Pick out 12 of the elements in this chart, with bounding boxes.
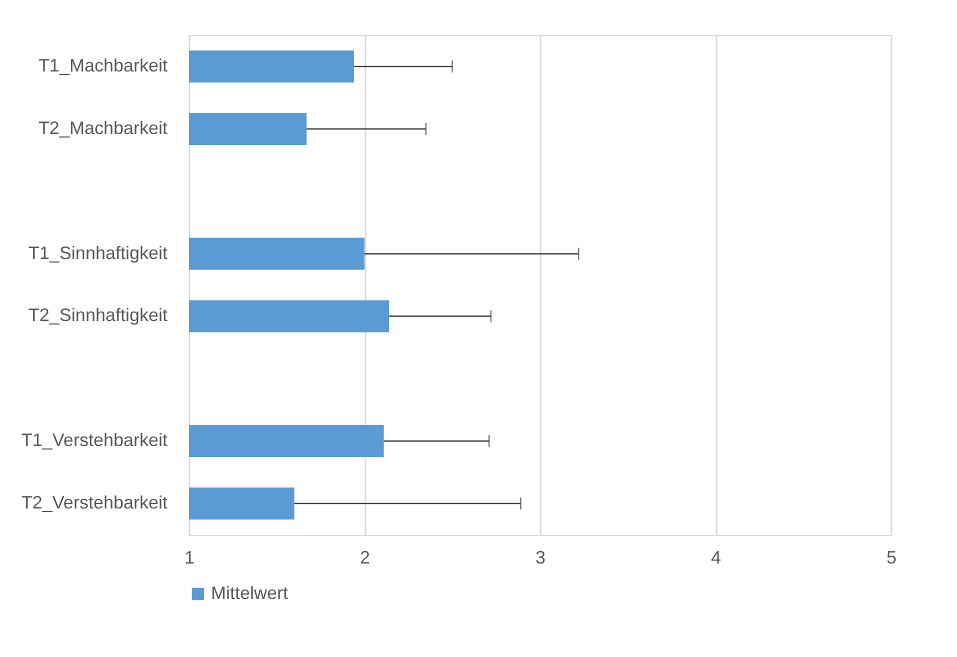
y-tick-label: T1_Verstehbarkeit — [21, 430, 168, 450]
y-tick-label: T2_Sinnhaftigkeit — [28, 305, 168, 326]
x-tick-label: 5 — [886, 548, 897, 568]
y-tick-label: T2_Verstehbarkeit — [21, 492, 168, 512]
y-tick-label: T1_Sinnhaftigkeit — [28, 242, 168, 263]
y-tick-label: T1_Machbarkeit — [38, 56, 168, 76]
x-tick-label: 3 — [535, 548, 546, 568]
x-tick-label: 2 — [360, 548, 370, 568]
legend-label: Mittelwert — [211, 583, 288, 603]
x-tick-label: 4 — [710, 548, 722, 568]
x-tick-label: 1 — [184, 548, 195, 568]
y-tick-label: T2_Machbarkeit — [38, 118, 168, 138]
